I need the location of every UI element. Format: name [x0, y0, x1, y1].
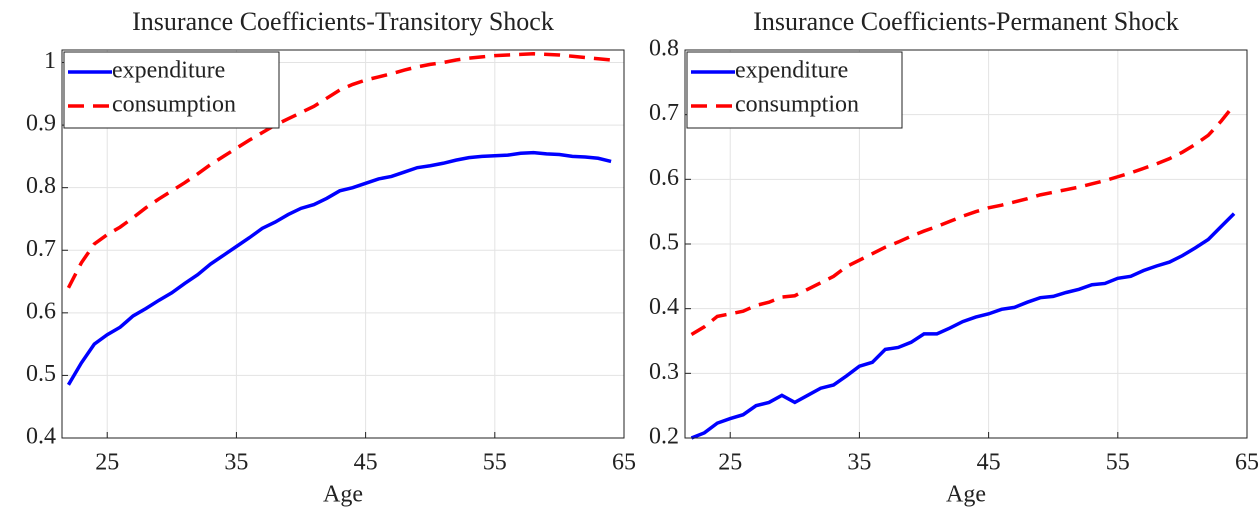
legend-label: consumption [735, 92, 859, 118]
data-line [690, 212, 1236, 440]
x-axis-label: Age [946, 482, 986, 508]
legend-label: consumption [112, 92, 236, 118]
y-tick-label: 0.2 [649, 424, 679, 450]
x-tick-label: 25 [718, 450, 742, 476]
y-tick-label: 0.9 [26, 111, 56, 137]
y-tick-label: 0.5 [26, 361, 56, 387]
legend-box [63, 51, 280, 129]
y-tick-label: 0.4 [26, 424, 56, 450]
legend-box [686, 51, 903, 129]
chart-panel: Insurance Coefficients-Permanent Shock Ag… [649, 7, 1259, 508]
y-tick-label: 0.4 [649, 294, 679, 320]
y-tick-label: 0.5 [649, 230, 679, 256]
chart-panel: Insurance Coefficients-Transitory Shock A… [26, 7, 636, 508]
x-tick-label: 65 [1235, 450, 1259, 476]
plot-frame [61, 49, 625, 439]
chart-title: Insurance Coefficients-Transitory Shock [132, 7, 554, 36]
data-line [66, 52, 612, 289]
x-tick-label: 65 [612, 450, 636, 476]
legend-label: expenditure [112, 58, 225, 84]
data-line [690, 103, 1236, 337]
y-tick-label: 0.8 [649, 36, 679, 62]
y-tick-label: 1 [44, 48, 56, 74]
x-tick-label: 45 [354, 450, 378, 476]
x-tick-label: 55 [483, 450, 507, 476]
x-tick-label: 55 [1106, 450, 1130, 476]
x-tick-label: 25 [95, 450, 119, 476]
y-tick-label: 0.6 [649, 165, 679, 191]
y-tick-label: 0.6 [26, 298, 56, 324]
legend-label: expenditure [735, 58, 848, 84]
x-axis-label: Age [323, 482, 363, 508]
data-line [66, 150, 612, 386]
y-tick-label: 0.7 [26, 236, 56, 262]
y-tick-label: 0.8 [26, 173, 56, 199]
x-tick-label: 35 [224, 450, 248, 476]
plot-frame [684, 49, 1248, 439]
y-tick-label: 0.7 [649, 100, 679, 126]
x-tick-label: 35 [847, 450, 871, 476]
y-tick-label: 0.3 [649, 359, 679, 385]
chart-title: Insurance Coefficients-Permanent Shock [753, 7, 1179, 36]
x-tick-label: 45 [977, 450, 1001, 476]
